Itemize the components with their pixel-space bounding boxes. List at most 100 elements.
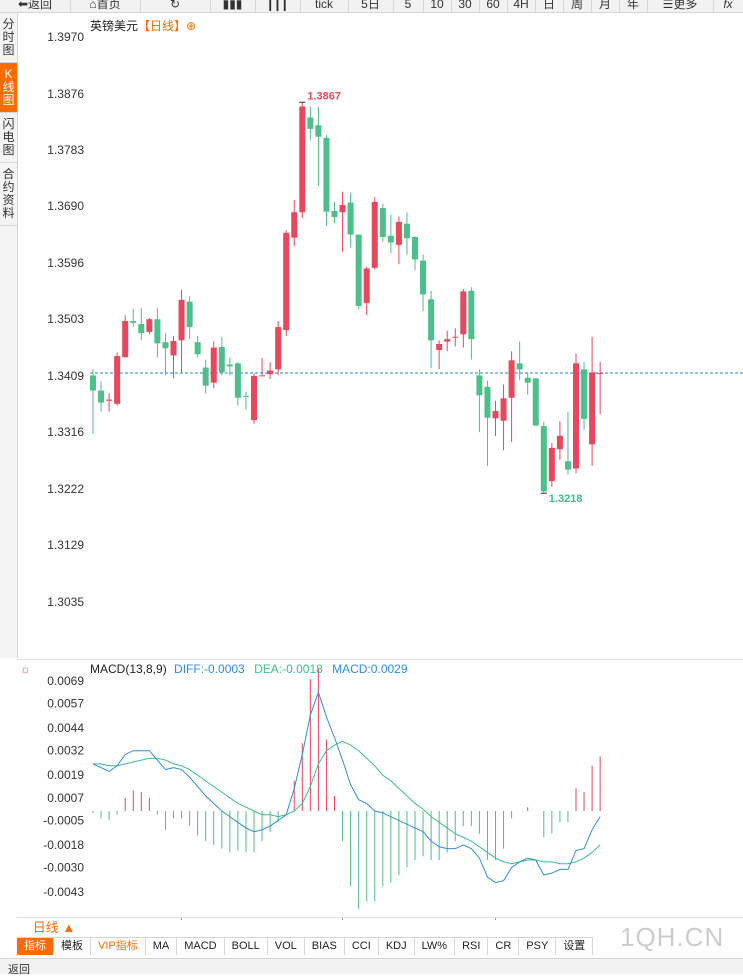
candle-body: [395, 221, 402, 245]
candle-body: [339, 204, 346, 213]
more-button[interactable]: ☰更多: [647, 0, 714, 12]
price-axis: 1.3970 1.3876 1.3783 1.3690 1.3596 1.3503 1.34…: [47, 30, 84, 609]
date-axis: 2026/012026/022026/03: [181, 918, 496, 920]
period-4h[interactable]: 4H: [507, 0, 536, 12]
candle-body: [420, 260, 427, 295]
candle-body: [186, 301, 193, 328]
tab-kdj[interactable]: KDJ: [378, 938, 415, 955]
panel-divider: [17, 659, 743, 660]
period-selector[interactable]: 日线 ▲: [32, 920, 76, 935]
period-tag: 【日线】: [138, 19, 187, 33]
candle-body: [548, 447, 555, 482]
candle-body: [178, 299, 185, 341]
candle-body: [291, 212, 298, 238]
tab-templates[interactable]: 模板: [54, 938, 91, 955]
back-button[interactable]: ⬅返回: [0, 0, 71, 12]
tab-vol[interactable]: VOL: [267, 938, 305, 955]
candle-body: [299, 106, 306, 213]
home-button[interactable]: ⌂首页: [70, 0, 141, 12]
footer-back-button[interactable]: 返回: [8, 964, 30, 976]
price-tick-label: 1.3129: [47, 538, 84, 552]
home-icon: ⌂: [89, 0, 97, 11]
candle-body: [347, 202, 354, 235]
candle-body: [218, 346, 225, 373]
macd-tick-label: -0.0005: [43, 813, 84, 827]
watermark: 1QH.CN: [620, 922, 725, 952]
candle-body: [468, 290, 475, 340]
tab-settings[interactable]: 设置: [556, 938, 594, 955]
tab-lw[interactable]: LW%: [414, 938, 456, 955]
candle-body: [90, 375, 96, 391]
period-10min[interactable]: 10: [423, 0, 452, 12]
period-month[interactable]: 月: [591, 0, 620, 12]
tab-psy[interactable]: PSY: [519, 938, 557, 955]
candle-body: [130, 321, 137, 323]
candle-body: [242, 395, 249, 397]
top-toolbar: ⬅返回 ⌂首页 ↻ ▮▮▮ ┃┃┃ tick 5日 5 10 30 60 4H …: [0, 0, 743, 13]
candle-body: [114, 356, 121, 404]
tick-button[interactable]: tick: [300, 0, 349, 12]
tab-indicators[interactable]: 指标: [17, 938, 54, 955]
chart-type-button[interactable]: ▮▮▮: [210, 0, 256, 12]
candle-body: [162, 342, 169, 349]
tab-cci[interactable]: CCI: [344, 938, 379, 955]
price-tick-label: 1.3783: [47, 143, 84, 157]
tab-vip-indicators[interactable]: VIP指标: [91, 938, 146, 955]
candle-body: [323, 137, 330, 212]
candle-body: [122, 321, 129, 358]
candle-body: [154, 319, 161, 344]
period-30min[interactable]: 30: [451, 0, 480, 12]
candle-body: [259, 375, 266, 377]
tab-contract-info[interactable]: 合约资料: [0, 163, 17, 226]
kline-chart[interactable]: 1.3970 1.3876 1.3783 1.3690 1.3596 1.3503 1.34…: [0, 0, 743, 920]
tab-macd[interactable]: MACD: [177, 938, 225, 955]
price-tick-label: 1.3690: [47, 199, 84, 213]
candle-body: [275, 327, 282, 370]
price-tick-label: 1.3596: [47, 256, 84, 270]
candlestick-icon: ┃┃┃: [266, 0, 289, 11]
tab-boll[interactable]: BOLL: [224, 938, 268, 955]
chart-title: 英镑美元【日线】⊕: [90, 17, 196, 34]
price-tick-label: 1.3316: [47, 425, 84, 439]
refresh-button[interactable]: ↻: [140, 0, 211, 12]
price-tick-label: 1.3222: [47, 482, 84, 496]
macd-tick-label: -0.0030: [43, 861, 84, 875]
candle-body: [387, 235, 394, 243]
candle-body: [589, 372, 596, 445]
period-day[interactable]: 日: [535, 0, 564, 12]
period-year[interactable]: 年: [619, 0, 648, 12]
indicator-settings-icon[interactable]: ☼: [20, 662, 31, 676]
candle-body: [540, 426, 547, 492]
add-symbol-icon[interactable]: ⊕: [186, 19, 197, 33]
tab-flash[interactable]: 闪电图: [0, 113, 17, 163]
period-week[interactable]: 周: [563, 0, 592, 12]
price-tick-label: 1.3409: [47, 369, 84, 383]
candle-body: [564, 461, 571, 470]
dea-value: DEA:-0.0018: [254, 662, 323, 676]
candle-body: [170, 340, 177, 356]
period-5min[interactable]: 5: [393, 0, 424, 12]
tab-cr[interactable]: CR: [488, 938, 520, 955]
period-60min[interactable]: 60: [479, 0, 508, 12]
tab-rsi[interactable]: RSI: [455, 938, 489, 955]
tab-timeshare[interactable]: 分时图: [0, 13, 17, 63]
bar-chart-icon: ▮▮▮: [222, 0, 243, 11]
menu-icon: ☰: [662, 0, 674, 11]
price-tick-label: 1.3503: [47, 312, 84, 326]
candle-body: [524, 377, 531, 383]
tab-ma[interactable]: MA: [145, 938, 178, 955]
candle-body: [194, 342, 201, 355]
candle-body: [484, 386, 491, 418]
high-label: 1.3867: [307, 90, 341, 102]
tab-bias[interactable]: BIAS: [304, 938, 345, 955]
period-5day[interactable]: 5日: [348, 0, 394, 12]
candle-type-button[interactable]: ┃┃┃: [255, 0, 301, 12]
indicator-tabs: 指标 模板 VIP指标 MA MACD BOLL VOL BIAS CCI KD…: [17, 937, 594, 955]
candle-body: [106, 399, 113, 401]
formula-button[interactable]: fx: [723, 0, 733, 11]
macd-value: MACD:0.0029: [332, 662, 408, 676]
diff-value: DIFF:-0.0003: [174, 662, 245, 676]
candle-body: [436, 343, 443, 351]
macd-tick-label: 0.0032: [47, 744, 84, 758]
tab-kline[interactable]: K线图: [0, 63, 17, 113]
